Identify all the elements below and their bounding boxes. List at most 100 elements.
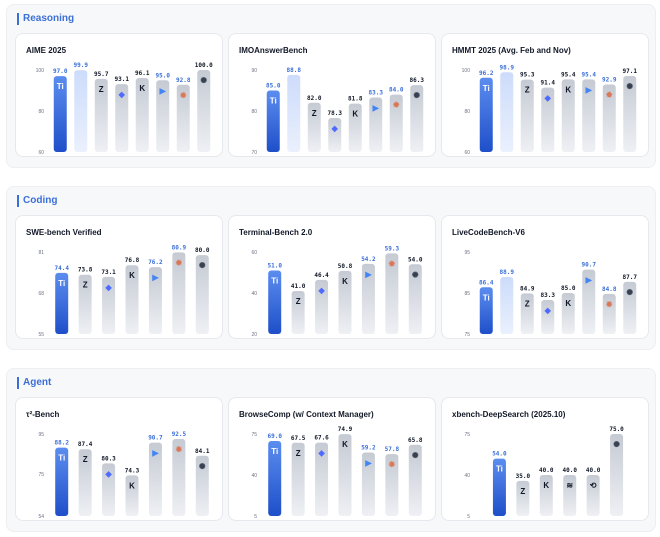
chart-card: Terminal-Bench 2.0 20 40 60 51.0 Ti 41.0 Z 46.4… bbox=[228, 215, 436, 339]
value-label: 100.0 bbox=[195, 62, 213, 69]
y-tick-label: 60 bbox=[251, 250, 257, 256]
claude-icon: ✹ bbox=[388, 259, 396, 268]
bar-gemini bbox=[156, 80, 170, 152]
bar-openai bbox=[408, 444, 422, 516]
bar-z bbox=[291, 442, 305, 516]
value-label: 65.8 bbox=[408, 437, 423, 444]
z-icon: Z bbox=[83, 281, 88, 290]
value-label: 54.0 bbox=[492, 451, 507, 458]
chart-card: SWE-bench Verified 55 68 81 74.4 Ti 73.8 Z 73.1… bbox=[15, 215, 223, 339]
value-label: 83.3 bbox=[541, 292, 556, 299]
claude-icon: ✹ bbox=[392, 101, 400, 110]
chart-card: xbench-DeepSearch (2025.10) 5 40 75 54.0 Ti 3… bbox=[441, 397, 649, 521]
bar-kimi bbox=[539, 475, 553, 516]
kimi-icon: K bbox=[543, 481, 549, 490]
bar-openai bbox=[410, 85, 424, 152]
z-icon: Z bbox=[83, 455, 88, 464]
value-label: 95.4 bbox=[582, 71, 597, 78]
bar-claude bbox=[602, 293, 616, 334]
value-label: 96.2 bbox=[479, 70, 494, 77]
ours-icon: Ti bbox=[496, 465, 503, 474]
kimi-icon: K bbox=[352, 110, 358, 119]
value-label: 97.0 bbox=[53, 68, 68, 75]
minimax-icon: ≋ bbox=[566, 481, 573, 490]
ours-icon: Ti bbox=[483, 84, 490, 93]
openai-icon: ✺ bbox=[199, 462, 206, 471]
gemini-icon: ▶ bbox=[364, 270, 372, 279]
chart-card: BrowseComp (w/ Context Manager) 5 40 75 69.… bbox=[228, 397, 436, 521]
y-tick-label: 80 bbox=[464, 109, 470, 115]
openai-icon: ✺ bbox=[199, 261, 206, 270]
bar-deepseek bbox=[115, 84, 129, 152]
value-label: 40.0 bbox=[562, 467, 577, 474]
value-label: 50.8 bbox=[338, 263, 353, 270]
bar-openai bbox=[197, 70, 211, 152]
bar-openai bbox=[610, 434, 624, 516]
bar-openai bbox=[195, 455, 209, 516]
section-title: Agent bbox=[17, 377, 51, 389]
value-label: 75.0 bbox=[609, 426, 624, 433]
bar-ours-heavy bbox=[287, 74, 301, 152]
section-title: Reasoning bbox=[17, 13, 74, 25]
value-label: 95.0 bbox=[156, 72, 171, 79]
y-tick-label: 80 bbox=[38, 109, 44, 115]
bar-minimax bbox=[563, 475, 577, 516]
value-label: 74.3 bbox=[125, 467, 140, 474]
value-label: 92.9 bbox=[602, 77, 617, 84]
y-tick-label: 54 bbox=[38, 514, 44, 520]
y-tick-label: 75 bbox=[38, 472, 44, 478]
value-label: 88.2 bbox=[54, 440, 69, 447]
value-label: 97.1 bbox=[623, 68, 638, 75]
value-label: 98.9 bbox=[500, 64, 515, 71]
value-label: 88.9 bbox=[500, 269, 515, 276]
bar-openai bbox=[623, 75, 637, 152]
bar-gemini bbox=[148, 442, 162, 516]
bar-deepseek bbox=[102, 276, 116, 334]
ours-icon: Ti bbox=[57, 82, 64, 91]
y-tick-label: 75 bbox=[251, 432, 257, 438]
y-tick-label: 20 bbox=[251, 332, 257, 338]
bar-kimi bbox=[561, 79, 575, 152]
value-label: 59.3 bbox=[385, 245, 400, 252]
gemini-icon: ▶ bbox=[372, 103, 380, 112]
bar-gemini bbox=[369, 97, 383, 152]
deepseek-icon: ◆ bbox=[544, 94, 552, 103]
chart-card: HMMT 2025 (Avg. Feb and Nov) 60 80 100 96.2… bbox=[441, 33, 649, 157]
value-label: 51.0 bbox=[267, 262, 282, 269]
bar-ours bbox=[479, 77, 493, 152]
y-tick-label: 75 bbox=[464, 432, 470, 438]
bar-kimi bbox=[125, 265, 139, 334]
value-label: 95.4 bbox=[561, 71, 576, 78]
chart-title: HMMT 2025 (Avg. Feb and Nov) bbox=[452, 46, 571, 55]
kimi-icon: K bbox=[565, 85, 571, 94]
bar-ours bbox=[55, 272, 69, 334]
chart-title: xbench-DeepSearch (2025.10) bbox=[452, 410, 566, 419]
ours-icon: Ti bbox=[271, 447, 278, 456]
bar-z bbox=[520, 293, 534, 334]
bar-z bbox=[291, 290, 305, 334]
value-label: 59.2 bbox=[361, 445, 376, 452]
bar-chart: 5 40 75 69.0 Ti 67.5 Z 67.6 ◆ 74.9 K 59.2 ▶ 57.8 ✹ 65.8… bbox=[251, 426, 423, 520]
claude-icon: ✹ bbox=[388, 460, 396, 469]
kimi-icon: K bbox=[139, 84, 145, 93]
y-tick-label: 95 bbox=[38, 432, 44, 438]
bar-claude bbox=[172, 439, 186, 516]
claude-icon: ✹ bbox=[179, 91, 187, 100]
gemini-icon: ▶ bbox=[151, 273, 159, 282]
ours-icon: Ti bbox=[58, 279, 65, 288]
deepseek-icon: ◆ bbox=[104, 283, 112, 292]
value-label: 69.0 bbox=[267, 433, 282, 440]
value-label: 84.0 bbox=[389, 87, 404, 94]
bar-claude bbox=[385, 253, 399, 334]
bar-kimi bbox=[561, 293, 575, 334]
claude-icon: ✹ bbox=[175, 258, 183, 267]
value-label: 86.3 bbox=[410, 77, 425, 84]
openai-icon: ✺ bbox=[412, 270, 419, 279]
value-label: 95.3 bbox=[520, 72, 535, 79]
y-tick-label: 81 bbox=[38, 250, 44, 256]
bar-deepseek bbox=[541, 299, 555, 334]
y-tick-label: 60 bbox=[38, 150, 44, 156]
bar-claude bbox=[389, 94, 403, 152]
bar-ours bbox=[266, 90, 280, 152]
kimi-icon: K bbox=[129, 271, 135, 280]
